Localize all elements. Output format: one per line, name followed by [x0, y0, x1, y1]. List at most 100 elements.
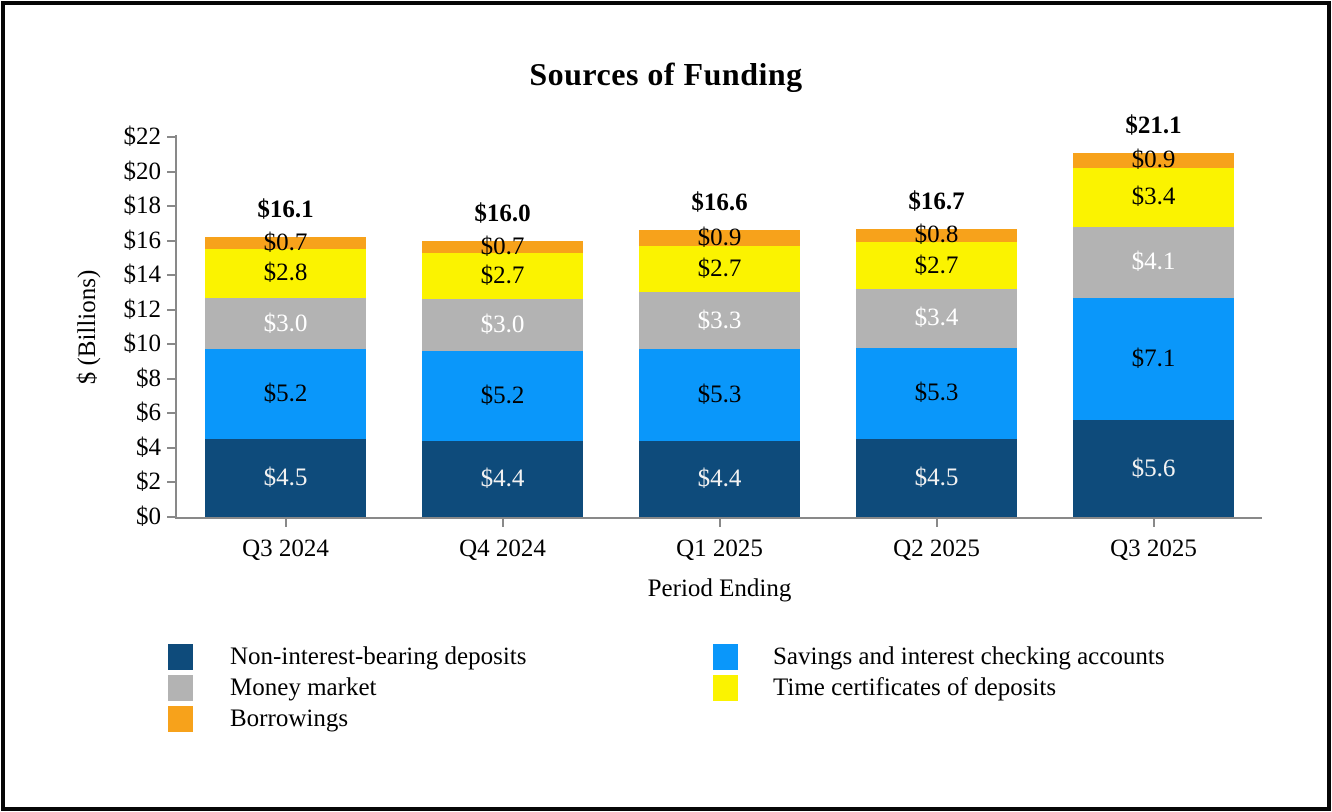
- bar-value-label: $4.1: [1131, 248, 1176, 276]
- bar-value-label: $2.8: [263, 259, 308, 287]
- y-tick-mark: [167, 308, 175, 311]
- bar-value-label: $3.4: [1131, 183, 1176, 211]
- y-tick-mark: [167, 205, 175, 208]
- bar-segment: $4.5: [205, 439, 366, 517]
- y-tick-label: $18: [123, 192, 162, 220]
- bar-value-label: $3.4: [914, 304, 959, 332]
- bar-value-label: $0.8: [914, 221, 959, 249]
- x-tick-label: Q2 2025: [893, 535, 980, 562]
- bar-value-label: $4.4: [480, 465, 525, 492]
- chart-title: Sources of Funding: [529, 56, 803, 92]
- y-tick-label: $4: [136, 433, 161, 461]
- bar-segment: $0.9: [639, 224, 800, 251]
- x-tick-label: Q1 2025: [676, 535, 763, 562]
- bar-segment: $3.0: [205, 297, 366, 350]
- bar-value-label: $5.6: [1131, 454, 1176, 482]
- bar-segment: $4.5: [856, 439, 1017, 517]
- y-tick-label: $22: [123, 123, 162, 150]
- bar-value-label: $2.7: [914, 251, 959, 279]
- legend-item: Money market: [168, 672, 526, 703]
- legend-label: Borrowings: [230, 704, 349, 732]
- bar-value-label: $2.7: [480, 262, 525, 290]
- y-tick-mark: [167, 170, 175, 173]
- legend-label: Money market: [230, 673, 377, 701]
- x-tick-label: Q3 2024: [242, 535, 329, 562]
- y-tick-label: $0: [136, 503, 161, 530]
- legend-label: Non-interest-bearing deposits: [230, 642, 527, 670]
- bar-segment: $2.8: [205, 249, 366, 298]
- bar-value-label: $4.4: [697, 465, 742, 492]
- legend-item: Time certificates of deposits: [713, 672, 1165, 703]
- x-tick-label: Q3 2025: [1110, 535, 1197, 562]
- y-tick-label: $2: [136, 468, 161, 496]
- bar-segment: $4.4: [639, 441, 800, 517]
- x-tick-mark: [718, 519, 721, 527]
- bar-segment: $3.4: [1073, 168, 1234, 227]
- bar-value-label: $3.0: [263, 309, 308, 337]
- x-tick-label: Q4 2024: [459, 535, 546, 562]
- y-tick-mark: [167, 446, 175, 449]
- y-tick-mark: [167, 481, 175, 484]
- y-tick-mark: [167, 377, 175, 380]
- bar-segment: $5.6: [1073, 420, 1234, 517]
- bar-segment: $4.1: [1073, 226, 1234, 298]
- bar-segment: $0.7: [205, 229, 366, 256]
- bar-value-label: $0.7: [263, 229, 308, 257]
- bar-segment: $2.7: [422, 252, 583, 300]
- bar-value-label: $5.3: [914, 379, 959, 407]
- bar-total-label: $16.6: [691, 189, 748, 217]
- y-tick-mark: [167, 136, 175, 138]
- bar-segment: $5.3: [856, 347, 1017, 440]
- bar-value-label: $2.7: [697, 255, 742, 283]
- bar-segment: $5.2: [205, 349, 366, 440]
- y-tick-label: $10: [123, 330, 162, 358]
- x-tick-mark: [501, 519, 504, 527]
- legend-left-column: Non-interest-bearing deposits Money marke…: [168, 641, 526, 734]
- x-tick-mark: [284, 519, 287, 527]
- bar-value-label: $3.0: [480, 311, 525, 339]
- bar-segment: $0.9: [1073, 146, 1234, 173]
- y-tick-label: $20: [123, 157, 162, 185]
- bar-total-label: $16.0: [474, 199, 531, 227]
- bar-segment: $0.7: [422, 233, 583, 260]
- bar-segment: $5.3: [639, 349, 800, 441]
- bar-total-label: $21.1: [1125, 111, 1182, 139]
- legend-item: Savings and interest checking accounts: [713, 641, 1165, 672]
- y-tick-label: $6: [136, 399, 161, 427]
- bar-total-label: $16.1: [257, 196, 314, 224]
- y-tick-mark: [167, 516, 175, 518]
- bar-value-label: $5.2: [263, 380, 308, 408]
- legend-label: Savings and interest checking accounts: [773, 642, 1165, 670]
- bar-segment: $2.7: [856, 242, 1017, 289]
- bar-segment: $3.3: [639, 292, 800, 350]
- bar-total-label: $16.7: [908, 187, 965, 215]
- y-tick-label: $14: [123, 261, 162, 289]
- bar-segment: $7.1: [1073, 297, 1234, 421]
- x-axis-line: [175, 517, 1262, 519]
- bar-segment: $0.8: [856, 221, 1017, 248]
- bar-segment: $4.4: [422, 441, 583, 517]
- legend-label: Time certificates of deposits: [773, 673, 1057, 701]
- bar-value-label: $4.5: [263, 464, 308, 492]
- bar-value-label: $3.3: [697, 306, 742, 334]
- y-tick-mark: [167, 274, 175, 277]
- x-tick-mark: [1152, 519, 1155, 527]
- legend-swatch: [168, 674, 193, 701]
- bar-value-label: $5.3: [697, 381, 742, 409]
- bar-segment: $5.2: [422, 351, 583, 441]
- bar-segment: $3.0: [422, 299, 583, 352]
- legend-swatch: [713, 674, 738, 701]
- legend-swatch: [168, 705, 193, 732]
- y-tick-mark: [167, 239, 175, 242]
- legend-swatch: [168, 643, 193, 670]
- legend-right-column: Savings and interest checking accounts Ti…: [713, 641, 1165, 703]
- x-axis-title: Period Ending: [647, 575, 792, 602]
- x-tick-mark: [935, 519, 938, 527]
- bar-segment: $3.4: [856, 289, 1017, 348]
- bar-value-label: $0.9: [1131, 146, 1176, 174]
- bar-segment: $2.7: [639, 245, 800, 293]
- y-tick-mark: [167, 412, 175, 415]
- y-axis-line: [175, 135, 177, 519]
- bar-value-label: $0.7: [480, 232, 525, 260]
